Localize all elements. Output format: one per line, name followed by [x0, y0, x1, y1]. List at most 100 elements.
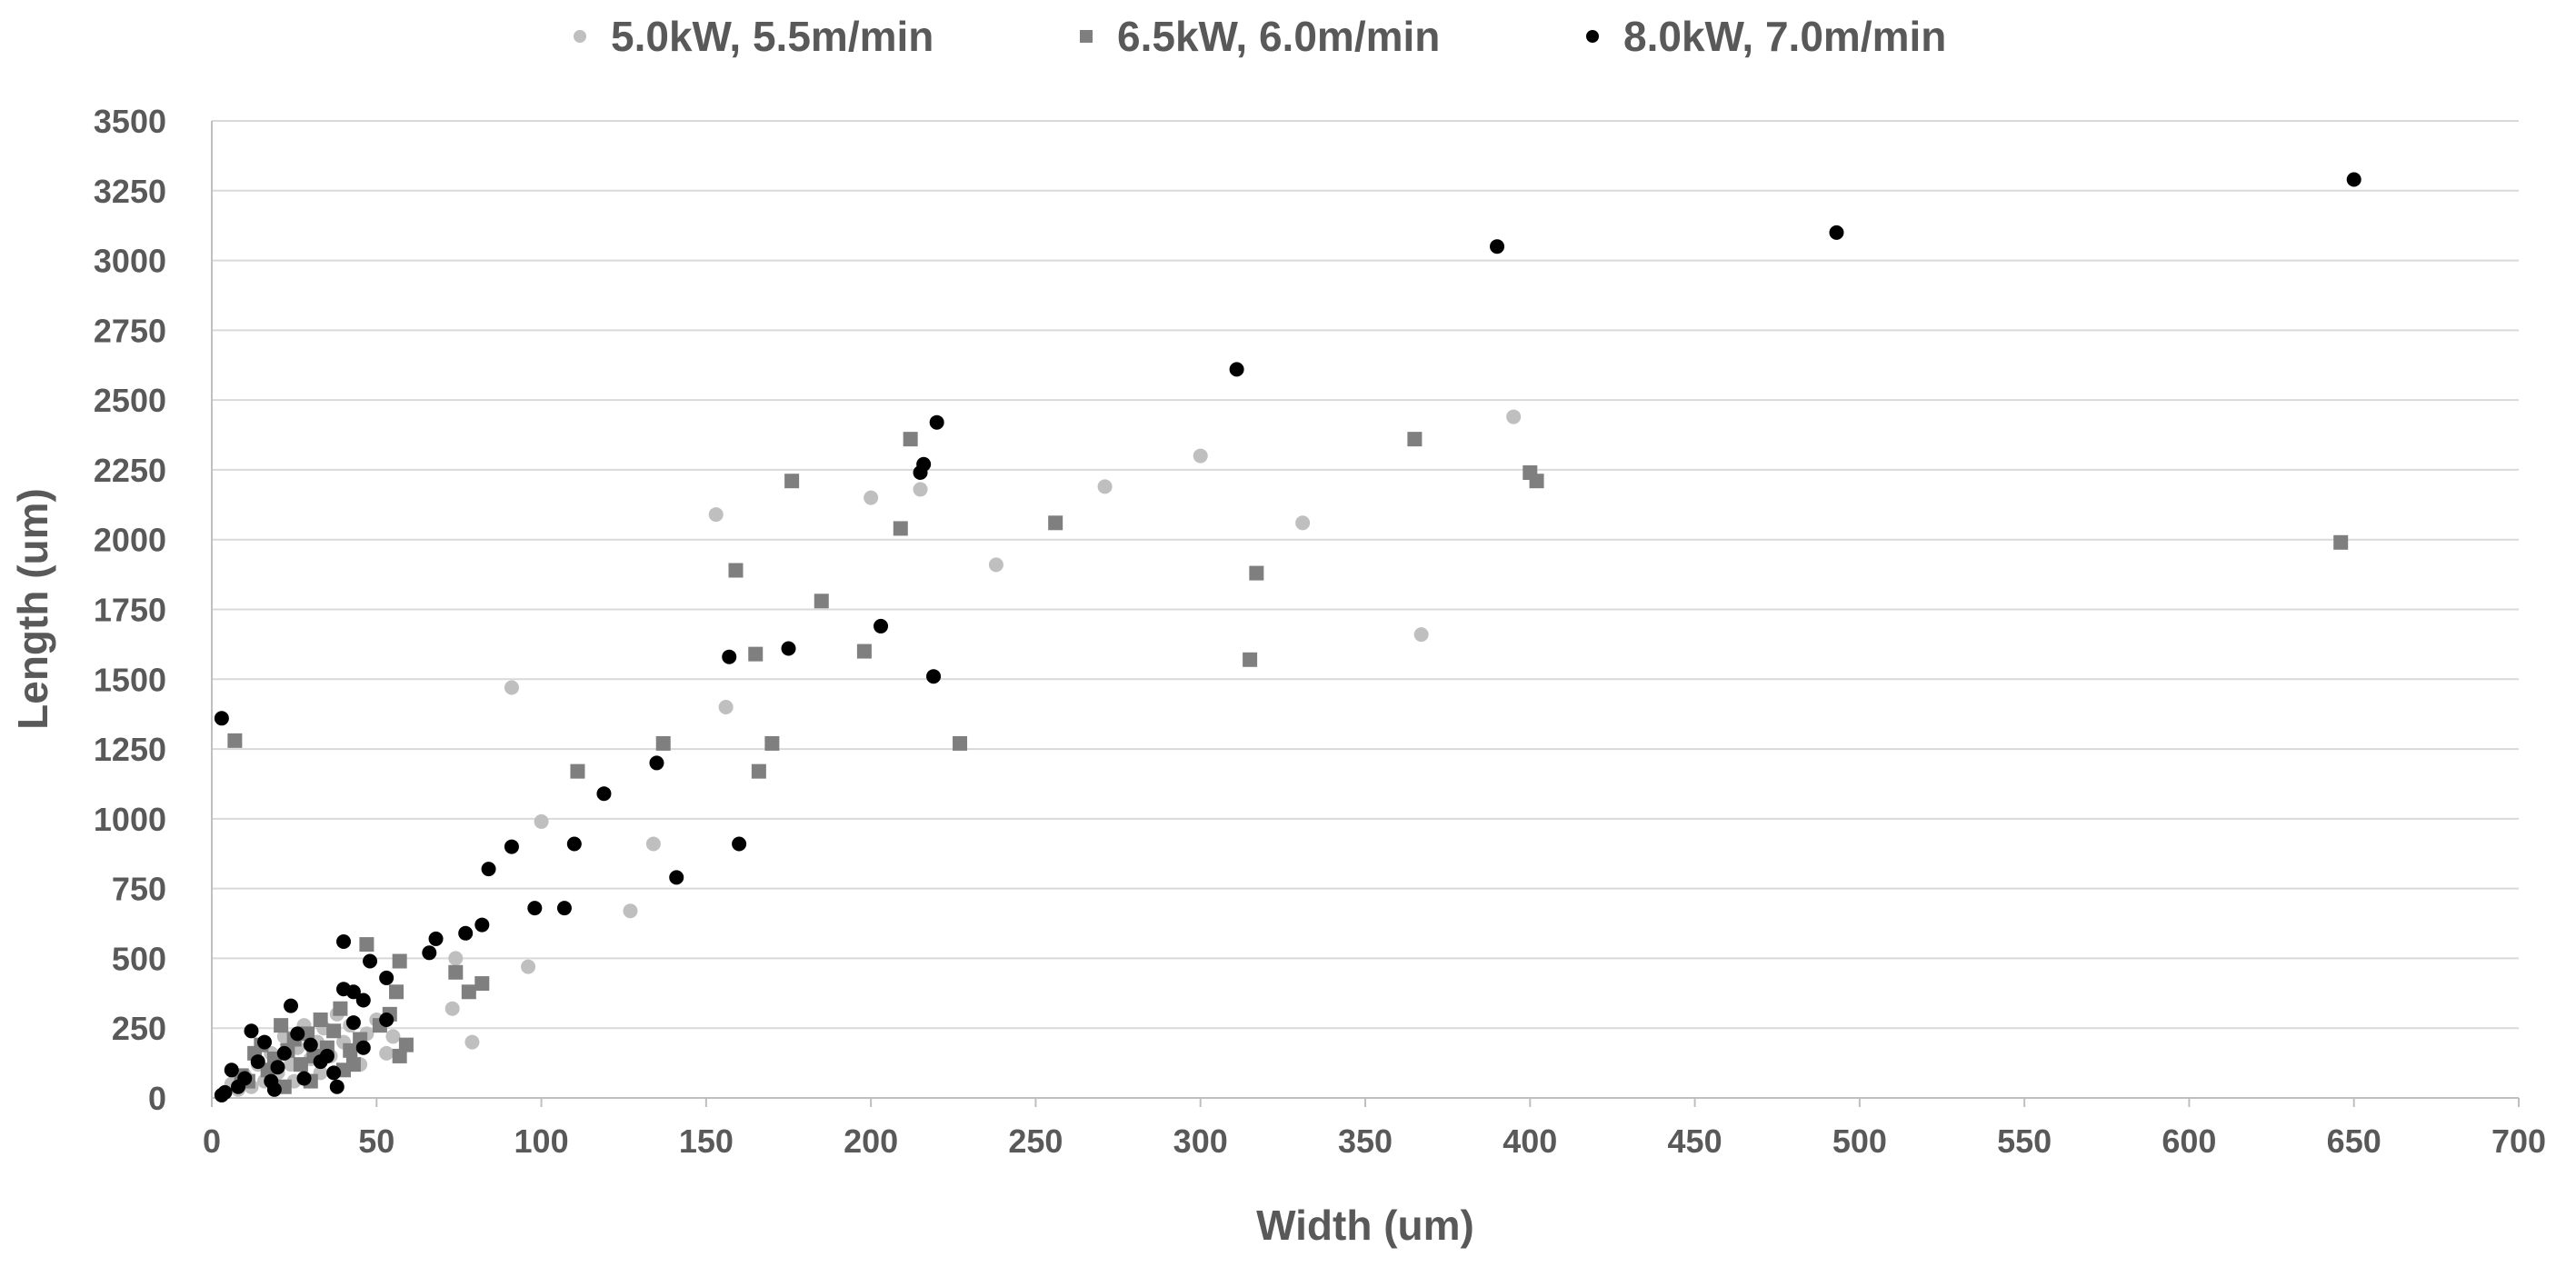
- data-point-s0-10: [718, 700, 734, 714]
- data-point-s0-14: [521, 959, 536, 974]
- data-point-s0-1: [864, 490, 879, 505]
- data-point-s1-8: [856, 643, 872, 659]
- data-point-s0-13: [623, 903, 638, 919]
- data-point-s2-23: [428, 931, 444, 946]
- data-point-s2-45: [244, 1023, 259, 1039]
- y-axis-title: Length (um): [9, 488, 56, 730]
- data-point-s2-16: [566, 836, 582, 852]
- y-tick-label-2750: 2750: [94, 312, 166, 349]
- data-point-s2-40: [276, 1045, 292, 1061]
- y-tick-label-3000: 3000: [94, 243, 166, 280]
- data-points: [214, 172, 2361, 1102]
- data-point-s1-22: [448, 964, 464, 980]
- data-point-s1-16: [570, 763, 585, 779]
- x-tick-label-150: 150: [679, 1122, 734, 1160]
- x-tick-label-300: 300: [1173, 1122, 1228, 1160]
- data-point-s1-27: [359, 937, 374, 953]
- data-point-s1-9: [1407, 432, 1423, 447]
- data-point-s2-8: [874, 618, 889, 634]
- data-point-s2-24: [422, 945, 437, 961]
- data-point-s2-47: [231, 1079, 246, 1094]
- data-point-s2-27: [379, 970, 394, 985]
- data-point-s2-3: [2346, 172, 2361, 187]
- data-point-s2-1: [1490, 239, 1505, 254]
- data-point-s2-29: [355, 993, 371, 1008]
- gridlines: [212, 120, 2519, 1030]
- y-tick-label-3250: 3250: [94, 173, 166, 210]
- data-point-s2-2: [1829, 224, 1844, 240]
- x-tick-label-250: 250: [1008, 1122, 1063, 1160]
- series-0-points: [224, 409, 1522, 1097]
- data-point-s2-30: [336, 982, 352, 997]
- y-tick-label-0: 0: [148, 1080, 166, 1117]
- data-point-s1-24: [389, 984, 404, 1000]
- x-tick-label-50: 50: [358, 1122, 394, 1160]
- data-point-s2-52: [319, 1048, 334, 1063]
- y-tick-label-1750: 1750: [94, 592, 166, 629]
- data-point-s2-21: [474, 917, 490, 933]
- data-point-s0-0: [708, 507, 724, 523]
- data-point-s2-33: [345, 1015, 361, 1031]
- axes: [211, 121, 2520, 1107]
- data-point-s1-39: [293, 1057, 308, 1072]
- data-point-s1-36: [313, 1013, 328, 1027]
- data-point-s1-18: [751, 763, 766, 779]
- data-point-s2-44: [250, 1054, 265, 1070]
- data-point-s1-23: [392, 953, 407, 969]
- data-point-s2-4: [1229, 362, 1244, 377]
- x-tick-label-600: 600: [2162, 1122, 2216, 1160]
- data-point-s2-11: [926, 669, 942, 684]
- data-point-s2-9: [781, 641, 796, 656]
- data-point-s2-15: [481, 862, 496, 877]
- legend-marker-2: [1586, 30, 1599, 43]
- y-tick-label-250: 250: [112, 1010, 166, 1047]
- data-point-s0-4: [1097, 479, 1113, 494]
- data-point-s2-12: [649, 755, 664, 771]
- data-point-s1-4: [728, 563, 744, 578]
- data-point-s0-17: [464, 1034, 480, 1050]
- data-point-s2-34: [326, 1065, 342, 1081]
- x-tick-label-0: 0: [203, 1122, 221, 1160]
- x-tick-label-100: 100: [514, 1122, 569, 1160]
- x-axis-title: Width (um): [1256, 1202, 1474, 1249]
- data-point-s1-7: [748, 646, 764, 662]
- x-tick-label-550: 550: [1997, 1122, 2052, 1160]
- data-point-s0-12: [645, 836, 661, 852]
- x-tick-label-650: 650: [2327, 1122, 2381, 1160]
- data-point-s2-13: [596, 786, 612, 802]
- data-point-s0-3: [988, 557, 1003, 573]
- data-point-s1-26: [392, 1048, 407, 1063]
- data-point-s2-37: [303, 1037, 318, 1053]
- legend-marker-0: [574, 30, 586, 43]
- data-point-s2-51: [296, 1071, 312, 1086]
- legend-marker-1: [1080, 30, 1093, 43]
- series-1-points: [227, 432, 2349, 1094]
- data-point-s2-0: [214, 711, 229, 726]
- x-tick-label-400: 400: [1503, 1122, 1557, 1160]
- data-point-s1-42: [274, 1018, 289, 1033]
- x-tick-label-200: 200: [844, 1122, 898, 1160]
- data-point-s1-25: [398, 1037, 414, 1053]
- data-point-s2-31: [379, 1013, 394, 1027]
- y-tick-label-2000: 2000: [94, 522, 166, 559]
- data-point-s0-5: [1193, 448, 1208, 464]
- data-point-s2-5: [929, 414, 944, 430]
- data-point-s2-26: [336, 934, 352, 949]
- data-point-s1-15: [655, 735, 671, 751]
- data-point-s2-20: [556, 901, 572, 916]
- data-point-s1-21: [461, 984, 476, 1000]
- data-point-s0-8: [1413, 627, 1429, 643]
- data-point-s2-53: [266, 1082, 282, 1097]
- data-point-s1-3: [893, 521, 908, 536]
- data-point-s1-34: [326, 1023, 342, 1039]
- data-point-s1-12: [1249, 565, 1264, 581]
- x-tick-label-350: 350: [1338, 1122, 1393, 1160]
- y-tick-label-2250: 2250: [94, 452, 166, 489]
- data-point-s2-10: [722, 649, 737, 664]
- data-point-s2-32: [355, 1040, 371, 1055]
- y-tick-label-1500: 1500: [94, 661, 166, 698]
- data-point-s2-48: [224, 1062, 239, 1078]
- data-point-s0-15: [448, 951, 464, 966]
